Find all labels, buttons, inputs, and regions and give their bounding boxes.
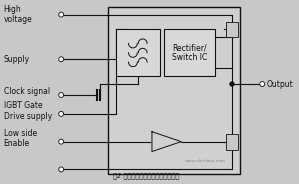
Text: Output: Output [266, 79, 293, 89]
Polygon shape [152, 132, 181, 152]
Text: Rectifier/
Switch IC: Rectifier/ Switch IC [172, 43, 207, 63]
FancyBboxPatch shape [226, 134, 238, 150]
Circle shape [230, 82, 234, 86]
FancyBboxPatch shape [116, 29, 160, 76]
Text: 图2 用变压器做为高端驱动器的半桥: 图2 用变压器做为高端驱动器的半桥 [113, 173, 179, 179]
Circle shape [59, 57, 64, 62]
Text: Supply: Supply [4, 55, 30, 64]
Circle shape [59, 12, 64, 17]
Text: High
voltage: High voltage [4, 5, 32, 24]
FancyBboxPatch shape [164, 29, 215, 76]
Circle shape [59, 93, 64, 98]
FancyBboxPatch shape [226, 22, 238, 37]
Text: IGBT Gate
Drive supply: IGBT Gate Drive supply [4, 101, 52, 121]
Circle shape [59, 139, 64, 144]
Text: Low side
Enable: Low side Enable [4, 129, 37, 148]
Text: www.elecfans.com: www.elecfans.com [185, 160, 226, 163]
Circle shape [59, 167, 64, 172]
FancyBboxPatch shape [108, 7, 240, 174]
Text: Clock signal: Clock signal [4, 88, 50, 96]
Circle shape [260, 82, 265, 86]
Circle shape [59, 111, 64, 116]
